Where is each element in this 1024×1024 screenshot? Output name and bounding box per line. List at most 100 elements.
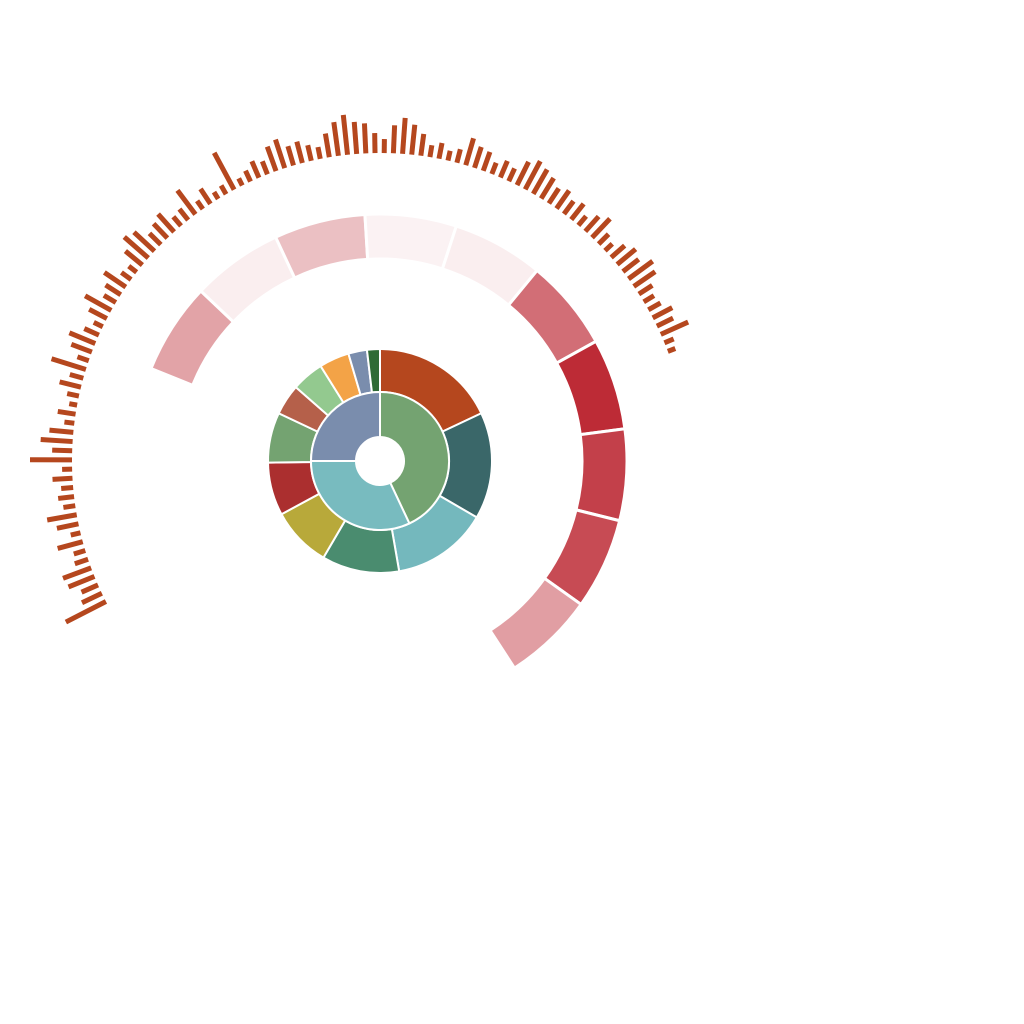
spike-bar: [195, 199, 205, 211]
heat-ring-segment: [363, 212, 459, 271]
spike-bar: [56, 521, 79, 531]
spike-bar: [46, 512, 78, 523]
spike-bar: [273, 138, 288, 169]
spike-bar: [57, 408, 76, 417]
spike-bar: [63, 503, 76, 510]
spike-bar: [554, 189, 572, 211]
spike-bar: [351, 121, 360, 155]
spike-bar: [62, 565, 93, 581]
heat-ring: [149, 212, 629, 671]
spike-bar: [147, 231, 163, 247]
spike-bar: [73, 548, 87, 557]
spike-bar: [445, 150, 453, 162]
spike-bar: [546, 187, 561, 205]
spike-bar: [514, 160, 531, 187]
spike-bar: [409, 124, 418, 155]
spike-bar: [83, 326, 100, 338]
spike-bar: [615, 247, 638, 267]
spike-bar: [666, 346, 677, 354]
spike-bar: [264, 145, 279, 172]
heat-ring-segment: [273, 212, 370, 280]
spike-bar: [390, 125, 398, 154]
spike-bar: [127, 264, 139, 275]
inner-ring-segment: [309, 390, 381, 462]
inner-ring-segment: [309, 460, 411, 531]
spike-bar: [119, 270, 133, 282]
spike-bar: [123, 249, 144, 267]
spike-bar: [70, 341, 93, 355]
spike-bar: [596, 232, 611, 246]
spike-bar: [102, 293, 118, 305]
spike-bar: [49, 427, 74, 435]
spike-bar: [171, 215, 183, 228]
spike-bar: [609, 243, 627, 260]
spike-bar: [663, 336, 675, 346]
spike-bar: [626, 259, 655, 281]
spike-bar: [561, 199, 576, 216]
spike-bar: [576, 214, 588, 227]
spike-bar: [249, 160, 262, 179]
spike-bar: [83, 293, 113, 313]
spike-bar: [436, 142, 445, 160]
spike-bar: [236, 177, 245, 187]
middle-ring: [266, 347, 493, 574]
spike-bar: [603, 242, 615, 253]
spike-bar: [647, 300, 662, 312]
spike-bar: [539, 176, 556, 200]
spike-bar: [632, 269, 657, 289]
spike-bar: [322, 133, 332, 158]
spike-bar: [88, 307, 109, 321]
spike-bar: [418, 133, 427, 157]
spike-bar: [52, 447, 73, 454]
spike-bar: [340, 114, 350, 155]
spike-bar: [122, 235, 150, 260]
spike-bar: [60, 484, 74, 491]
spike-bar: [177, 207, 191, 222]
spike-bar: [76, 354, 90, 364]
spike-bar: [454, 148, 463, 164]
spike-bar: [427, 144, 435, 158]
spike-ring: [29, 114, 690, 625]
spike-bar: [522, 159, 543, 191]
spike-bar: [102, 270, 128, 290]
spike-bar: [531, 168, 550, 196]
spike-bar: [569, 202, 586, 222]
spike-bar: [69, 372, 84, 381]
spike-bar: [637, 283, 654, 297]
spike-bar: [315, 146, 323, 160]
spike-bar: [361, 123, 369, 154]
spike-bar: [498, 159, 510, 179]
spike-bar: [70, 530, 82, 538]
spike-bar: [590, 217, 612, 240]
spike-bar: [104, 282, 123, 297]
spike-bar: [198, 187, 213, 206]
spike-bar: [621, 257, 641, 274]
spike-bar: [642, 293, 656, 305]
spike-bar: [659, 319, 690, 337]
spike-bar: [583, 214, 601, 234]
spike-bar: [259, 160, 270, 176]
heat-ring-segment: [574, 427, 629, 523]
spike-bar: [40, 437, 73, 445]
spike-bar: [218, 184, 229, 196]
spike-bar: [66, 391, 80, 399]
spike-bar: [80, 582, 100, 595]
spike-bar: [294, 141, 305, 164]
spike-bar: [489, 161, 499, 175]
spike-bar: [331, 121, 341, 157]
spike-bar: [132, 230, 157, 254]
spike-bar: [50, 356, 87, 372]
spike-bar: [400, 117, 408, 155]
spike-bar: [57, 539, 84, 551]
spike-bar: [506, 167, 517, 183]
inner-ring: [309, 390, 450, 531]
spike-bar: [305, 144, 314, 162]
spike-bar: [243, 169, 253, 183]
spike-bar: [92, 320, 104, 330]
spike-bar: [52, 475, 73, 482]
spike-bar: [655, 315, 675, 329]
spike-bar: [68, 401, 78, 408]
spike-bar: [285, 145, 296, 167]
spike-bar: [651, 305, 674, 321]
